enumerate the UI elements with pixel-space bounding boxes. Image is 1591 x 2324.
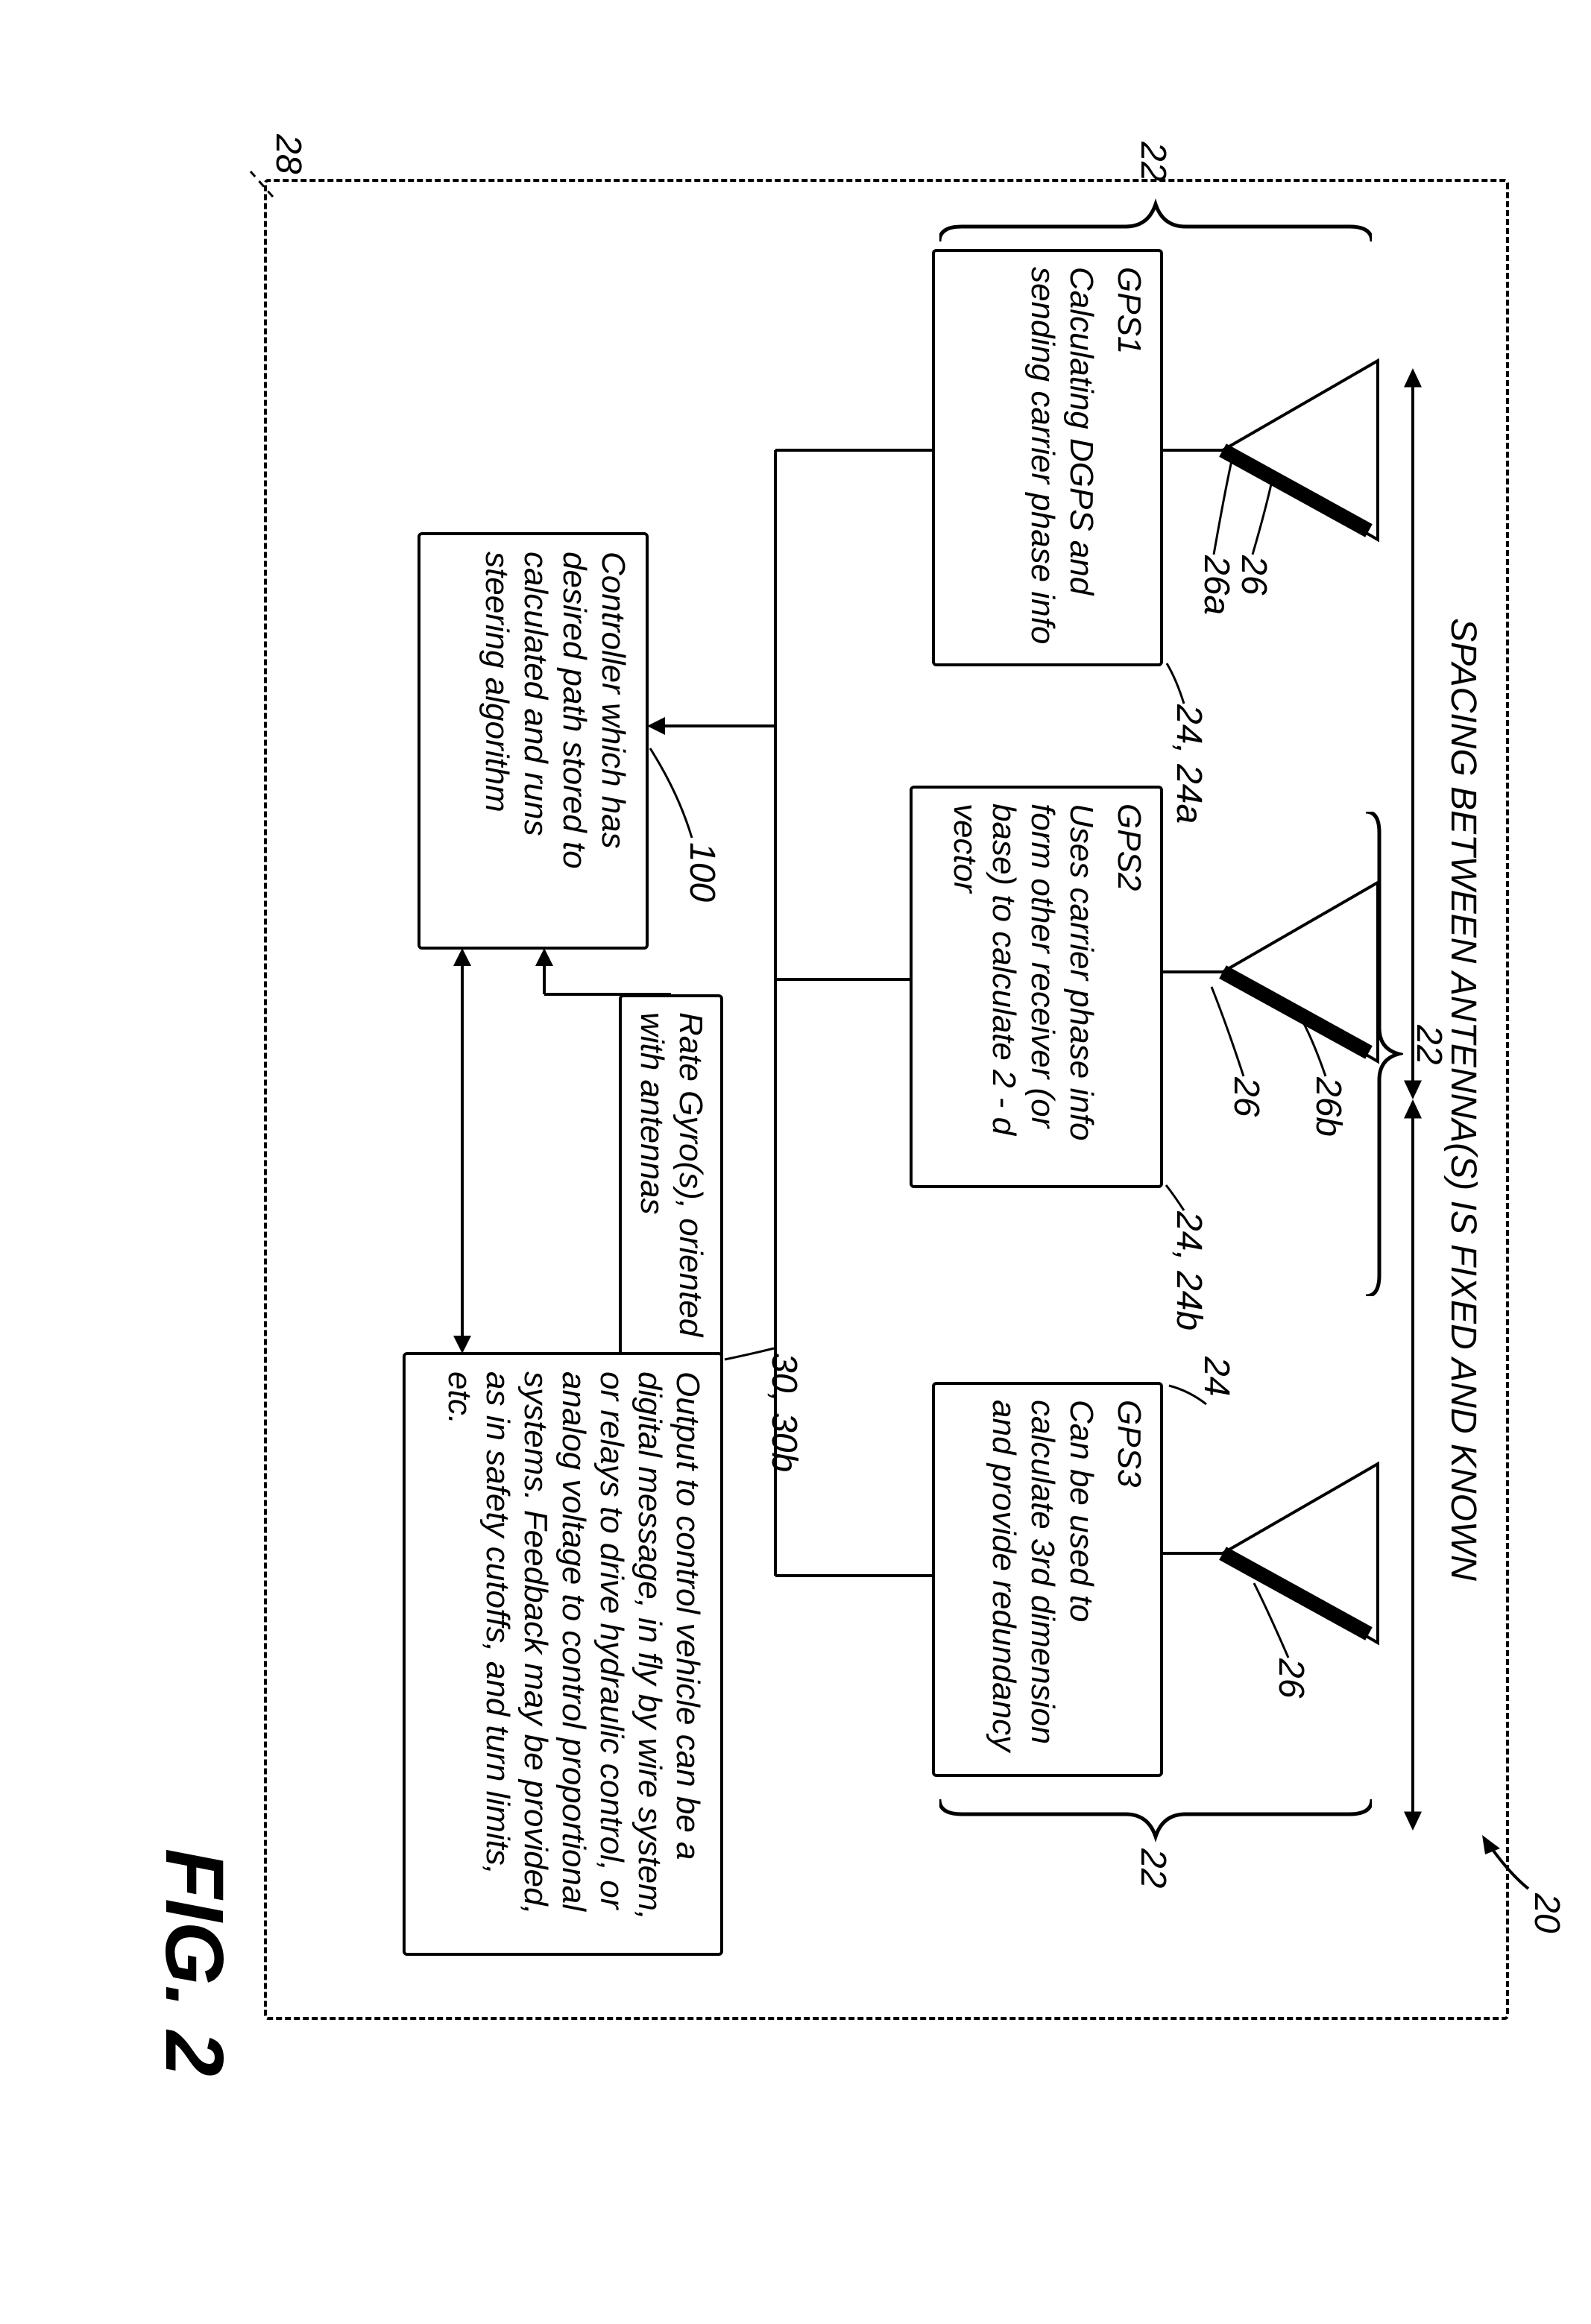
ref-22-left: 22 — [1132, 142, 1173, 181]
ref-26-right: 26 — [1270, 1658, 1311, 1698]
brace-right — [939, 1792, 1372, 1844]
ref-26-mid: 26 — [1226, 1077, 1267, 1117]
ref-22-mid: 22 — [1408, 1025, 1449, 1064]
ref-24-24a: 24, 24a — [1168, 704, 1209, 824]
brace-mid — [1358, 812, 1403, 1296]
ref-100: 100 — [681, 842, 722, 902]
ref-24-24b: 24, 24b — [1168, 1211, 1209, 1330]
brace-left — [939, 197, 1372, 249]
diagram-canvas: SPACING BETWEEN ANTENNA(S) IS FIXED AND … — [0, 0, 1591, 2324]
ref-26-left: 26 — [1233, 555, 1274, 595]
ref-26b: 26b — [1308, 1077, 1349, 1137]
ref-22-right: 22 — [1132, 1848, 1173, 1888]
ref-30-30b: 30, 30b — [763, 1353, 804, 1472]
figure-label: FIG. 2 — [147, 1848, 242, 2077]
page: SPACING BETWEEN ANTENNA(S) IS FIXED AND … — [0, 0, 1591, 2324]
ref-28-leader — [249, 149, 316, 224]
ref-24-right: 24 — [1196, 1357, 1237, 1396]
ref-20: 20 — [1526, 1893, 1567, 1933]
ref-26a: 26a — [1196, 555, 1237, 615]
